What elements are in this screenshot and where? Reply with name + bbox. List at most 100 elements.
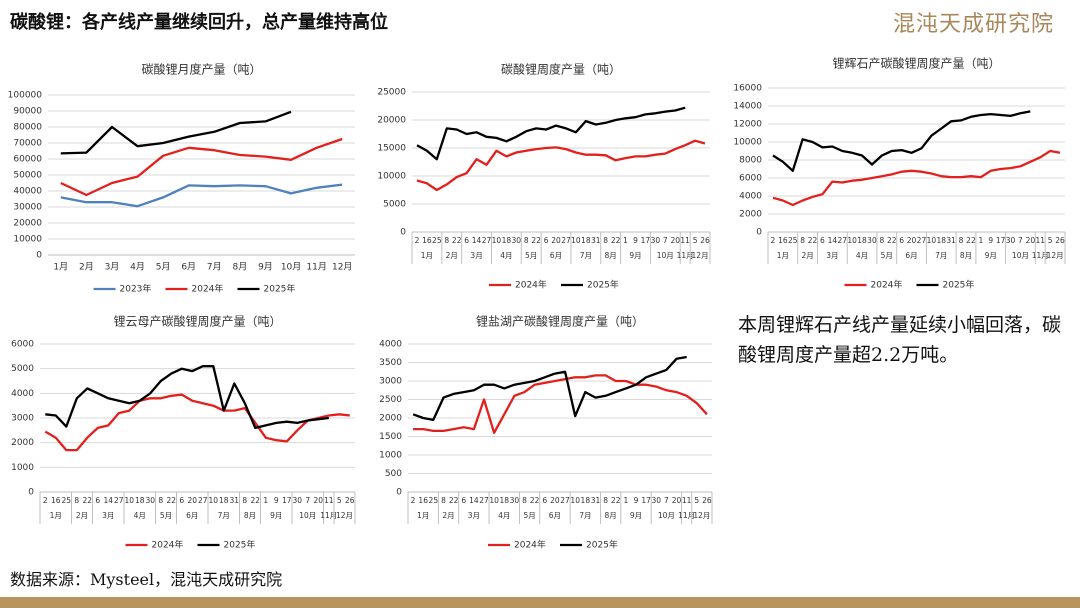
series-line	[416, 139, 706, 192]
series-line	[413, 374, 708, 434]
x-tick-label: 30	[651, 236, 661, 245]
x-tick-label: 30	[145, 496, 155, 505]
x-tick-label: 18	[857, 236, 867, 245]
x-tick-label: 10	[492, 236, 502, 245]
legend-label: 2024年	[514, 539, 546, 551]
month-label: 10月	[1012, 251, 1029, 260]
chart-title: 锂云母产碳酸锂周度产量（吨）	[113, 314, 281, 329]
x-tick-label: 16	[778, 236, 788, 245]
month-label: 9月	[629, 251, 641, 260]
y-tick-label: 2500	[379, 395, 402, 405]
x-tick-label: 22	[966, 236, 976, 245]
source: 数据来源：Mysteel，混沌天成研究院	[10, 570, 283, 589]
month-label: 8月	[244, 511, 256, 520]
y-tick-label: 12000	[733, 120, 762, 130]
x-tick-label: 20	[550, 496, 560, 505]
legend-label: 2024年	[152, 539, 184, 551]
month-label: 6月	[549, 511, 561, 520]
x-tick-label: 26	[702, 496, 712, 505]
chart-title: 锂辉石产碳酸锂周度产量（吨）	[832, 56, 1000, 71]
y-tick-label: 10000	[733, 138, 762, 148]
x-tick-label: 25	[788, 236, 798, 245]
x-tick-label: 5	[694, 496, 699, 505]
x-tick-label: 22	[530, 496, 540, 505]
x-tick-label: 2	[771, 236, 776, 245]
month-label: 11月	[1032, 251, 1049, 260]
x-tick-label: 16	[51, 496, 61, 505]
x-tick-label: 22	[166, 496, 176, 505]
legend-label: 2024年	[192, 283, 224, 295]
y-tick-label: 3500	[379, 358, 402, 368]
x-tick-label: 30	[292, 496, 302, 505]
x-tick-label: 18	[502, 236, 512, 245]
x-tick-label: 16	[422, 236, 432, 245]
x-tick-label: 17	[282, 496, 292, 505]
month-label: 9月	[630, 511, 642, 520]
x-tick-label: 8	[158, 496, 163, 505]
month-label: 2月	[442, 511, 454, 520]
x-tick-label: 20	[1026, 236, 1036, 245]
y-tick-label: 1000	[379, 451, 402, 461]
chart-title: 碳酸锂周度产量（吨）	[501, 62, 621, 77]
y-tick-label: 6000	[11, 340, 34, 350]
month-label: 6月	[186, 511, 198, 520]
y-tick-label: 5000	[383, 200, 406, 210]
month-label: 5月	[525, 251, 537, 260]
x-tick-label: 30	[867, 236, 877, 245]
y-tick-label: 2000	[739, 210, 762, 220]
month-label: 10月	[299, 511, 316, 520]
x-tick-label: 8	[959, 236, 964, 245]
month-label: 1月	[417, 511, 429, 520]
month-label: 4月	[134, 511, 146, 520]
y-tick-label: 3000	[11, 414, 34, 424]
month-label: 6月	[550, 251, 562, 260]
x-tick-label: 11月	[306, 262, 326, 273]
month-label: 12月	[336, 511, 353, 520]
x-tick-label: 7	[1018, 236, 1023, 245]
month-label: 3月	[468, 511, 480, 520]
x-tick-label: 9	[634, 496, 639, 505]
x-tick-label: 2	[411, 496, 416, 505]
y-tick-label: 0	[400, 228, 406, 238]
x-tick-label: 10	[847, 236, 857, 245]
y-tick-label: 25000	[377, 88, 406, 98]
x-tick-label: 6	[461, 496, 466, 505]
y-tick-label: 60000	[13, 155, 42, 165]
x-tick-label: 22	[808, 236, 818, 245]
x-tick-label: 4月	[130, 262, 145, 273]
x-tick-label: 16	[418, 496, 428, 505]
x-tick-label: 2	[43, 496, 48, 505]
x-tick-label: 1	[263, 496, 268, 505]
legend-label: 2024年	[515, 279, 547, 291]
x-tick-label: 18	[581, 236, 591, 245]
month-label: 4月	[498, 511, 510, 520]
x-tick-label: 25	[429, 496, 439, 505]
x-tick-label: 30	[651, 496, 661, 505]
slide-title: 碳酸锂：各产线产量继续回升，总产量维持高位	[10, 12, 388, 33]
month-label: 8月	[605, 251, 617, 260]
series-line	[772, 110, 1031, 172]
x-tick-label: 11	[680, 236, 690, 245]
month-label: 8月	[960, 251, 972, 260]
y-tick-label: 100000	[8, 91, 43, 101]
y-tick-label: 10000	[377, 172, 406, 182]
legend-label: 2024年	[871, 279, 903, 291]
x-tick-label: 9	[633, 236, 638, 245]
x-tick-label: 26	[1055, 236, 1065, 245]
x-tick-label: 10	[927, 236, 937, 245]
month-label: 5月	[523, 511, 535, 520]
x-tick-label: 31	[591, 496, 601, 505]
x-tick-label: 14	[472, 236, 482, 245]
month-label: 11月	[320, 511, 337, 520]
y-tick-label: 2000	[379, 414, 402, 424]
y-tick-label: 16000	[733, 84, 762, 94]
x-tick-label: 6	[820, 236, 825, 245]
x-tick-label: 2月	[79, 262, 94, 273]
x-tick-label: 27	[561, 236, 571, 245]
x-tick-label: 10月	[281, 262, 301, 273]
x-tick-label: 18	[135, 496, 145, 505]
series-line	[45, 365, 329, 430]
y-tick-label: 3000	[379, 377, 402, 387]
month-label: 1月	[50, 511, 62, 520]
